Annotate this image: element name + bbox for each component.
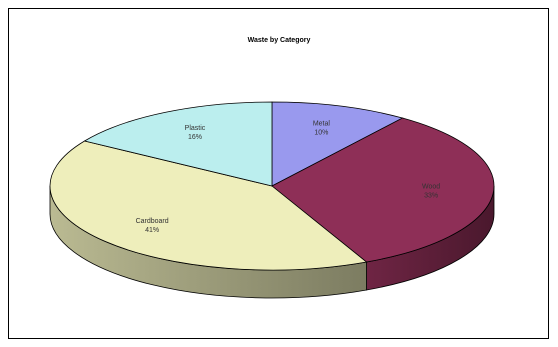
pie-label-metal-category: Metal bbox=[313, 120, 331, 127]
pie-top-faces bbox=[49, 101, 495, 271]
pie-label-wood-percent: 33% bbox=[424, 193, 438, 200]
pie-label-metal-percent: 10% bbox=[314, 129, 328, 136]
pie-slice-metal bbox=[271, 101, 404, 187]
pie-label-plastic: Plastic 16% bbox=[185, 125, 206, 141]
pie-label-wood-category: Wood bbox=[422, 184, 440, 191]
pie-label-cardboard-percent: 41% bbox=[145, 227, 159, 234]
pie-slice-wood bbox=[271, 117, 495, 263]
pie-label-cardboard-category: Cardboard bbox=[136, 218, 169, 225]
pie-labels: Metal 10% Wood 33% Cardboard 41% Plastic 16% bbox=[136, 120, 441, 234]
pie-label-plastic-percent: 16% bbox=[188, 134, 202, 141]
pie-label-metal: Metal 10% bbox=[313, 120, 331, 136]
pie-slice-cardboard bbox=[49, 140, 368, 271]
pie-label-plastic-category: Plastic bbox=[185, 125, 206, 132]
pie-slice-plastic bbox=[83, 101, 273, 187]
chart-title: Waste by Category bbox=[248, 37, 311, 44]
pie-label-wood: Wood 33% bbox=[422, 184, 440, 200]
pie-label-cardboard: Cardboard 41% bbox=[136, 218, 169, 234]
